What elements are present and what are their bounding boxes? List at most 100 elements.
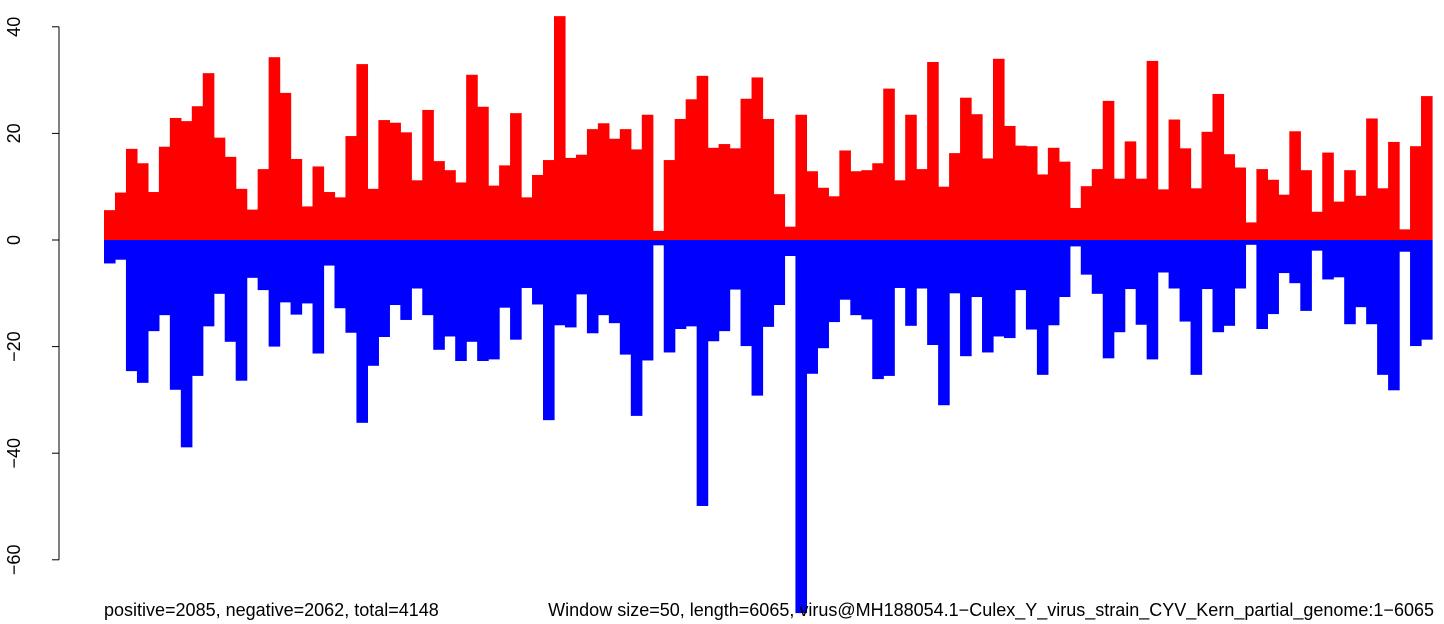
negative-bar-87: [1047, 240, 1060, 326]
negative-bar-109: [1289, 240, 1301, 284]
positive-bar-80: [971, 114, 983, 240]
positive-bar-38: [510, 113, 522, 240]
negative-bar-29: [411, 240, 423, 289]
positive-bar-105: [1245, 222, 1257, 240]
negative-bar-48: [619, 240, 632, 355]
positive-bar-95: [1135, 178, 1148, 240]
positive-bar-69: [850, 171, 862, 240]
x-axis-label: positive=2085, negative=2062, total=4148…: [104, 600, 1434, 621]
positive-bar-10: [202, 73, 215, 240]
positive-bar-119: [1399, 229, 1411, 240]
negative-bar-9: [191, 240, 204, 376]
negative-bar-72: [883, 240, 895, 376]
positive-bar-46: [597, 123, 610, 240]
positive-bar-20: [312, 166, 325, 240]
negative-bar-91: [1091, 240, 1104, 294]
positive-bar-40: [532, 174, 544, 240]
negative-bar-117: [1377, 240, 1389, 375]
negative-bar-102: [1212, 240, 1225, 333]
positive-bar-44: [575, 154, 588, 240]
positive-bar-37: [499, 165, 511, 240]
negative-bar-121: [1421, 240, 1433, 340]
negative-bar-4: [136, 240, 149, 383]
positive-bar-16: [268, 57, 281, 241]
positive-bar-26: [378, 120, 390, 240]
positive-bar-22: [334, 197, 347, 240]
positive-bar-98: [1168, 119, 1181, 240]
positive-bar-62: [773, 194, 786, 240]
negative-bar-10: [202, 240, 215, 327]
negative-bar-108: [1278, 240, 1290, 274]
positive-bar-49: [630, 149, 643, 240]
positive-bar-68: [839, 150, 851, 240]
negative-bar-96: [1146, 240, 1159, 360]
negative-bar-75: [916, 240, 928, 289]
negative-bar-114: [1344, 240, 1356, 325]
positive-bar-60: [751, 77, 764, 240]
negative-bar-16: [268, 240, 281, 347]
positive-bar-30: [422, 109, 434, 240]
negative-bar-83: [1003, 240, 1016, 339]
positive-bar-99: [1179, 148, 1192, 240]
negative-bar-100: [1190, 240, 1203, 375]
negative-bar-71: [872, 240, 884, 380]
positive-bar-97: [1157, 189, 1170, 240]
positive-bar-19: [301, 206, 314, 240]
negative-bar-94: [1124, 240, 1137, 290]
positive-bar-88: [1058, 161, 1071, 240]
negative-bar-19: [301, 240, 314, 304]
positive-bar-12: [224, 156, 237, 240]
negative-bar-47: [608, 240, 621, 324]
negative-bar-120: [1410, 240, 1422, 347]
negative-bar-18: [290, 240, 303, 315]
negative-bar-34: [466, 240, 478, 342]
positive-bar-83: [1003, 125, 1016, 240]
positive-bar-72: [883, 88, 895, 240]
positive-bar-43: [564, 157, 577, 240]
positive-bar-96: [1146, 60, 1159, 240]
positive-bar-57: [718, 144, 731, 240]
positive-bar-112: [1322, 152, 1334, 240]
negative-bar-55: [696, 240, 709, 506]
negative-bar-73: [894, 240, 906, 288]
positive-bar-71: [872, 163, 884, 240]
positive-bar-117: [1377, 188, 1389, 240]
positive-bar-18: [290, 158, 303, 240]
negative-bar-90: [1080, 240, 1093, 275]
positive-bar-11: [213, 137, 226, 240]
negative-bar-97: [1157, 240, 1170, 273]
negative-bar-60: [751, 240, 764, 396]
negative-bar-118: [1388, 240, 1400, 391]
positive-bar-50: [641, 114, 654, 240]
negative-bar-57: [718, 240, 731, 332]
positive-bar-63: [784, 226, 797, 240]
negative-bar-79: [960, 240, 972, 357]
negative-bar-37: [499, 240, 511, 308]
positive-bar-116: [1366, 118, 1378, 240]
positive-bar-6: [158, 146, 171, 240]
positive-bar-86: [1036, 174, 1049, 240]
negative-bar-14: [246, 240, 259, 278]
negative-bar-39: [521, 240, 533, 288]
positive-bar-64: [795, 114, 808, 240]
negative-bar-89: [1069, 240, 1082, 247]
negative-bar-28: [400, 240, 412, 320]
negative-bar-46: [597, 240, 610, 316]
positive-bar-1: [104, 210, 116, 240]
negative-bar-22: [334, 240, 347, 309]
negative-bar-67: [828, 240, 840, 323]
positive-bar-81: [982, 158, 994, 240]
positive-bars: [104, 16, 1433, 241]
negative-bar-5: [147, 240, 160, 332]
negative-bar-23: [345, 240, 358, 333]
positive-bar-33: [455, 182, 467, 240]
positive-bar-23: [345, 136, 358, 240]
negative-bar-85: [1025, 240, 1038, 330]
positive-bar-65: [806, 171, 818, 240]
negative-bar-95: [1135, 240, 1148, 325]
positive-bar-14: [246, 209, 259, 240]
negative-bar-88: [1058, 240, 1071, 298]
negative-bar-54: [685, 240, 698, 327]
negative-bar-44: [575, 240, 588, 295]
positive-bar-3: [125, 148, 138, 240]
